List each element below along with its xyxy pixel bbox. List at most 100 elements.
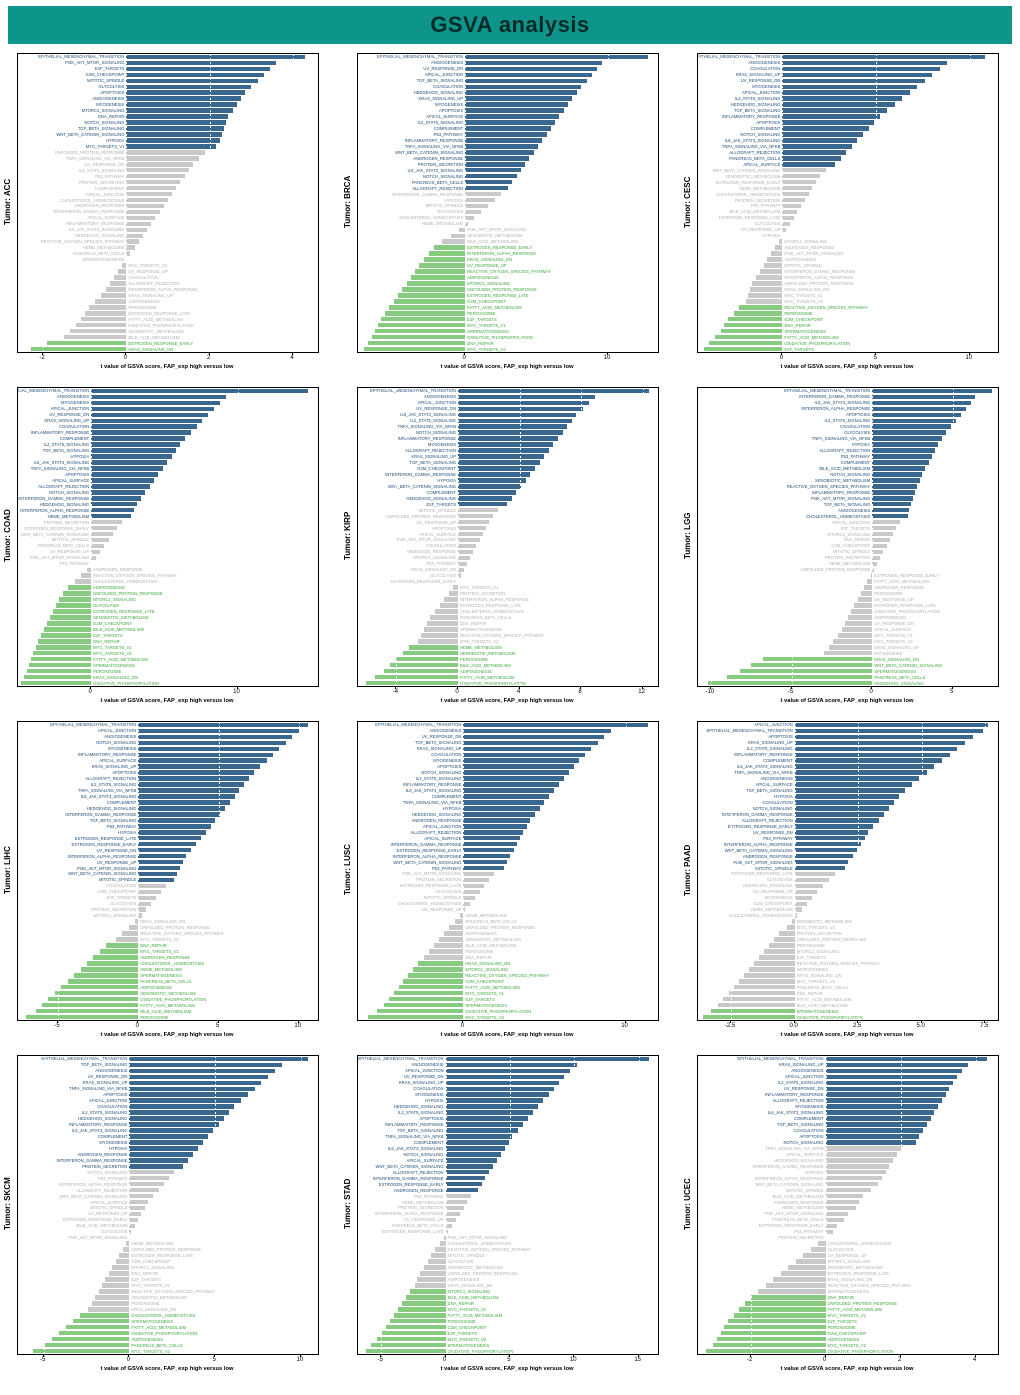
pathway-bar	[128, 925, 139, 930]
x-axis-tick-mark	[968, 353, 970, 355]
pathway-label: MYOGENESIS	[435, 102, 464, 108]
pathway-bar	[388, 996, 464, 1002]
pathway-label: UV_RESPONSE_DN	[752, 829, 793, 835]
pathway-label: APICAL_SURFACE	[424, 835, 462, 841]
pathway-label: TNFA_SIGNALING_VIA_NFKB	[404, 143, 464, 149]
pathway-bar	[825, 1205, 856, 1211]
x-axis-tick: 15	[634, 1357, 642, 1363]
pathway-label: APOPTOSIS	[799, 1133, 824, 1139]
pathway-label: G2M_CHECKPOINT	[465, 978, 505, 984]
pathway-label: TNFA_SIGNALING_VIA_NFKB	[65, 155, 125, 161]
pathway-bar	[458, 430, 563, 435]
pathway-bar	[113, 275, 127, 280]
pathway-bar	[423, 1265, 446, 1270]
x-axis-tick-mark	[580, 687, 582, 689]
pathway-bar	[445, 1199, 468, 1205]
pathway-label: MYC_TARGETS_V2	[140, 948, 179, 954]
pathway-label: KRAS_SIGNALING_UP	[418, 96, 464, 102]
pathway-label: INTERFERON_GAMMA_RESPONSE	[390, 841, 462, 847]
pathway-label: DNA_REPAIR	[460, 620, 487, 626]
pathway-label: HEDGEHOG_SIGNALING	[773, 1157, 824, 1163]
pathway-bar	[724, 322, 783, 328]
pathway-label: ANGIOGENESIS	[748, 60, 781, 66]
pathway-bar	[723, 996, 795, 1002]
pathway-label: MTORC1_SIGNALING	[796, 948, 840, 954]
x-axis-tick-mark	[217, 1021, 219, 1023]
x-axis-tick-mark	[395, 687, 397, 689]
x-axis-tick: 0	[455, 689, 459, 695]
pathway-bar	[45, 1342, 130, 1348]
pathway-bar	[126, 138, 221, 143]
pathway-label: PROTEIN_SECRETION	[78, 179, 125, 185]
pathway-bar	[424, 627, 458, 632]
pathway-label: MYOGENESIS	[415, 1092, 444, 1098]
pathway-bar	[50, 615, 92, 620]
pathway-bar	[445, 1158, 498, 1163]
pathway-bar	[79, 1312, 130, 1318]
pathway-bar	[91, 537, 109, 543]
pathway-label: INTERFERON_GAMMA_RESPONSE	[752, 1163, 824, 1169]
pathway-bar	[782, 185, 813, 191]
pathway-bar	[825, 1146, 901, 1151]
pathway-label: PI3K_AKT_MTOR_SIGNALING	[77, 865, 137, 871]
x-axis-tick-mark	[236, 687, 238, 689]
pathway-bar	[409, 1289, 446, 1294]
pathway-bar	[455, 919, 464, 924]
x-axis-tick: 5	[950, 689, 954, 695]
pathway-bar	[825, 1062, 968, 1068]
pathway-label: ALLOGRAFT_REJECTION	[392, 1169, 444, 1175]
pathway-bar	[825, 1229, 833, 1235]
pathway-bar	[463, 865, 504, 871]
pathway-label: REACTIVE_OXYGEN_SPECIES_PATHWAY	[827, 1282, 912, 1288]
pathway-label: ESTROGEN_RESPONSE_EARLY	[62, 1217, 128, 1223]
pathway-bar	[463, 800, 545, 805]
pathway-label: GLYCOLYSIS	[110, 901, 137, 907]
pathway-bar	[823, 650, 873, 656]
pathway-label: INTERFERON_GAMMA_RESPONSE	[721, 811, 793, 817]
pathway-label: PANCREAS_BETA_CELLS	[131, 1342, 183, 1348]
pathway-label: MYC_TARGETS_V1	[796, 925, 836, 931]
pathway-bar	[872, 400, 971, 406]
pathway-bar	[91, 555, 96, 561]
pathway-bar	[433, 245, 466, 250]
x-axis-tick-mark	[464, 353, 466, 355]
pathway-bar	[402, 650, 458, 656]
pathway-bar	[825, 1223, 837, 1229]
x-axis: -5 0 5 10	[17, 1355, 317, 1365]
pathway-bar	[825, 1187, 871, 1193]
pathway-label: ALLOGRAFT_REJECTION	[412, 185, 464, 191]
pathway-label: E2F_TARGETS	[840, 525, 871, 531]
pathway-bar	[463, 746, 592, 752]
pathway-bar	[714, 334, 783, 340]
pathway-label: HYPOXIA	[105, 137, 125, 143]
pathway-bar	[794, 883, 823, 889]
pathway-label: KRAS_SIGNALING_UP	[398, 1080, 444, 1086]
pathway-bar	[91, 388, 308, 394]
pathway-bar	[465, 179, 513, 185]
pathway-label: MYC_TARGETS_V2	[460, 638, 499, 644]
pathway-bar	[463, 829, 524, 835]
pathway-bar	[138, 740, 286, 746]
pathway-label: MYC_TARGETS_V2	[447, 1336, 487, 1342]
pathway-bar	[458, 513, 494, 519]
pathway-bar	[794, 794, 899, 799]
pathway-bar	[872, 501, 911, 507]
pathway-bar	[129, 1104, 234, 1109]
pathway-bar	[129, 1068, 276, 1074]
x-axis-title: t value of GSVA score, FAP_exp high vers…	[780, 1366, 914, 1372]
pathway-bar	[91, 507, 134, 513]
pathway-bar	[739, 1307, 826, 1312]
pathway-label: WNT_BETA_CATENIN_SIGNALING	[68, 871, 137, 877]
pathway-bar	[20, 680, 92, 686]
pathway-label: OXIDATIVE_PHOSPHORYLATION	[140, 996, 207, 1002]
pathway-label: GLYCOLYSIS	[754, 221, 781, 227]
pathway-label: OXIDATIVE_PHOSPHORYLATION	[796, 1014, 863, 1020]
pathway-label: PROTEIN_SECRETION	[735, 197, 781, 203]
pathway-bar	[91, 472, 159, 477]
pathway-label: APOPTOSIS	[112, 770, 137, 776]
pathway-bar	[752, 281, 783, 286]
pathway-bar	[794, 764, 935, 769]
pathway-bar	[445, 1229, 449, 1235]
pathway-label: ESTROGEN_RESPONSE_LATE	[731, 871, 793, 877]
pathway-label: GLYCOLYSIS	[93, 603, 120, 609]
